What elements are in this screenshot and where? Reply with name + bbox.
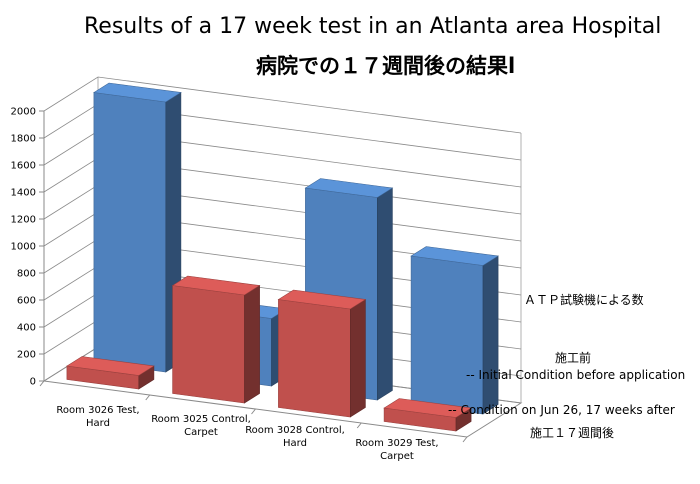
y-tick-label: 600 [17,296,36,307]
category-tick [39,380,45,387]
category-label: Room 3028 Control, Hard [245,425,345,449]
bar [66,356,155,390]
bar-side-face [376,187,393,401]
bar-top-face [171,275,261,296]
bar-front-face [172,285,245,404]
bar [410,246,499,415]
category-tick [356,422,362,429]
category-tick [251,408,256,415]
category-label: Room 3029 Test, Carpet [355,438,439,462]
bar-front-face [410,255,484,415]
category-label: Room 3026 Test, Hard [56,405,140,429]
y-tick-label: 0 [30,377,36,388]
category-tick [145,394,151,401]
bar-front-face [93,92,167,373]
y-tick-label: 1600 [11,161,36,172]
category-tick [462,436,468,443]
bar-top-face [304,178,394,198]
bar-top-face [277,289,367,310]
bar [383,398,472,432]
bar-top-face [66,356,155,376]
chart-bars [66,82,499,432]
y-tick-label: 800 [17,269,36,280]
series-label-initial: -- Initial Condition before application [466,368,686,382]
y-axis-ticks: 0 200 400 600 800 1000 1200 1400 1600 1800 2000 [11,107,36,388]
y-tick-label: 400 [17,323,36,334]
y-tick-label: 1400 [11,188,36,199]
bar-side-face [482,255,499,415]
series-label-after-ja: 施工１７週間後 [530,426,615,440]
y-tick-label: 2000 [11,107,36,118]
category-label: Room 3025 Control, Carpet [151,414,251,438]
bar-side-face [244,284,260,404]
y-tick-label: 200 [17,350,36,361]
bar-top-face [383,398,472,418]
y-tick-label: 1800 [11,134,36,145]
series-label-initial-ja: 施工前 [555,351,592,365]
gridline [43,76,522,134]
y-tick-label: 1000 [11,242,36,253]
bar-front-face [278,299,351,418]
bar-side-face [349,298,366,418]
chart-title: Results of a 17 week test in an Atlanta … [84,14,662,39]
bar-top-face [93,82,182,103]
bar [277,289,367,418]
bar [93,82,182,373]
bar-top-face [410,246,499,266]
depth-axis-label: ＡＴＰ試験機による数 [524,293,644,307]
y-tick-label: 1200 [11,215,36,226]
bar [171,275,261,404]
chart-subtitle: 病院での１７週間後の結果l [256,54,516,78]
series-label-after: -- Condition on Jun 26, 17 weeks after [448,403,675,417]
